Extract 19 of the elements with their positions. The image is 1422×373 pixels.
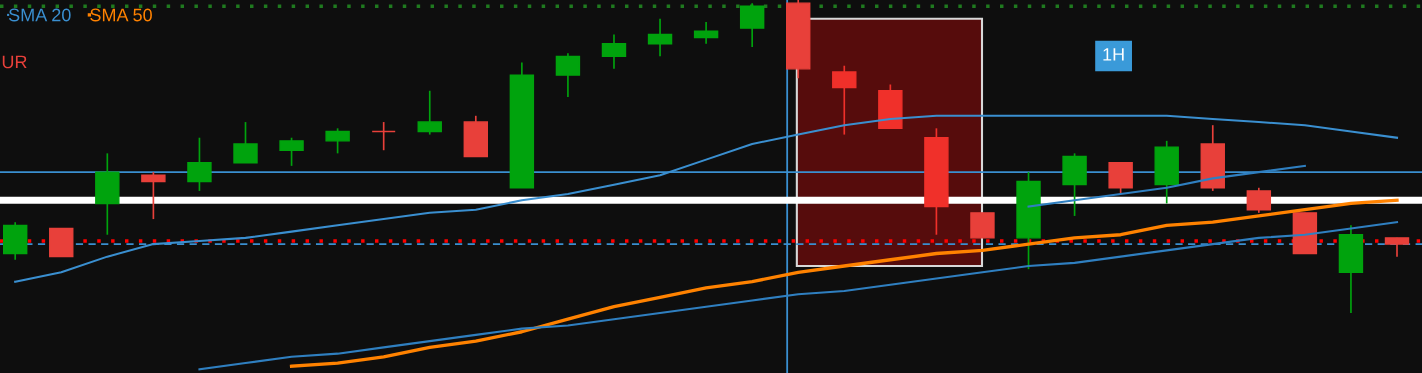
candlestick [1384,237,1410,258]
candlestick [417,89,442,136]
legend-label: SMA 20 [8,8,71,22]
candlestick [279,136,304,167]
annotation: 1H [1103,48,1124,61]
candlestick [832,64,857,136]
candlestick [693,21,719,45]
candlestick [739,2,765,48]
candlestick [371,121,396,152]
candlestick [647,17,673,58]
annotation: UR [2,55,27,69]
candlestick [601,33,627,70]
candlestick [1246,186,1272,214]
candlestick [233,121,258,164]
candlestick [555,52,581,98]
legend-label: SMA 50 [90,8,152,22]
candlestick [325,127,350,155]
candlestick [187,136,212,192]
candlestick [141,171,166,220]
